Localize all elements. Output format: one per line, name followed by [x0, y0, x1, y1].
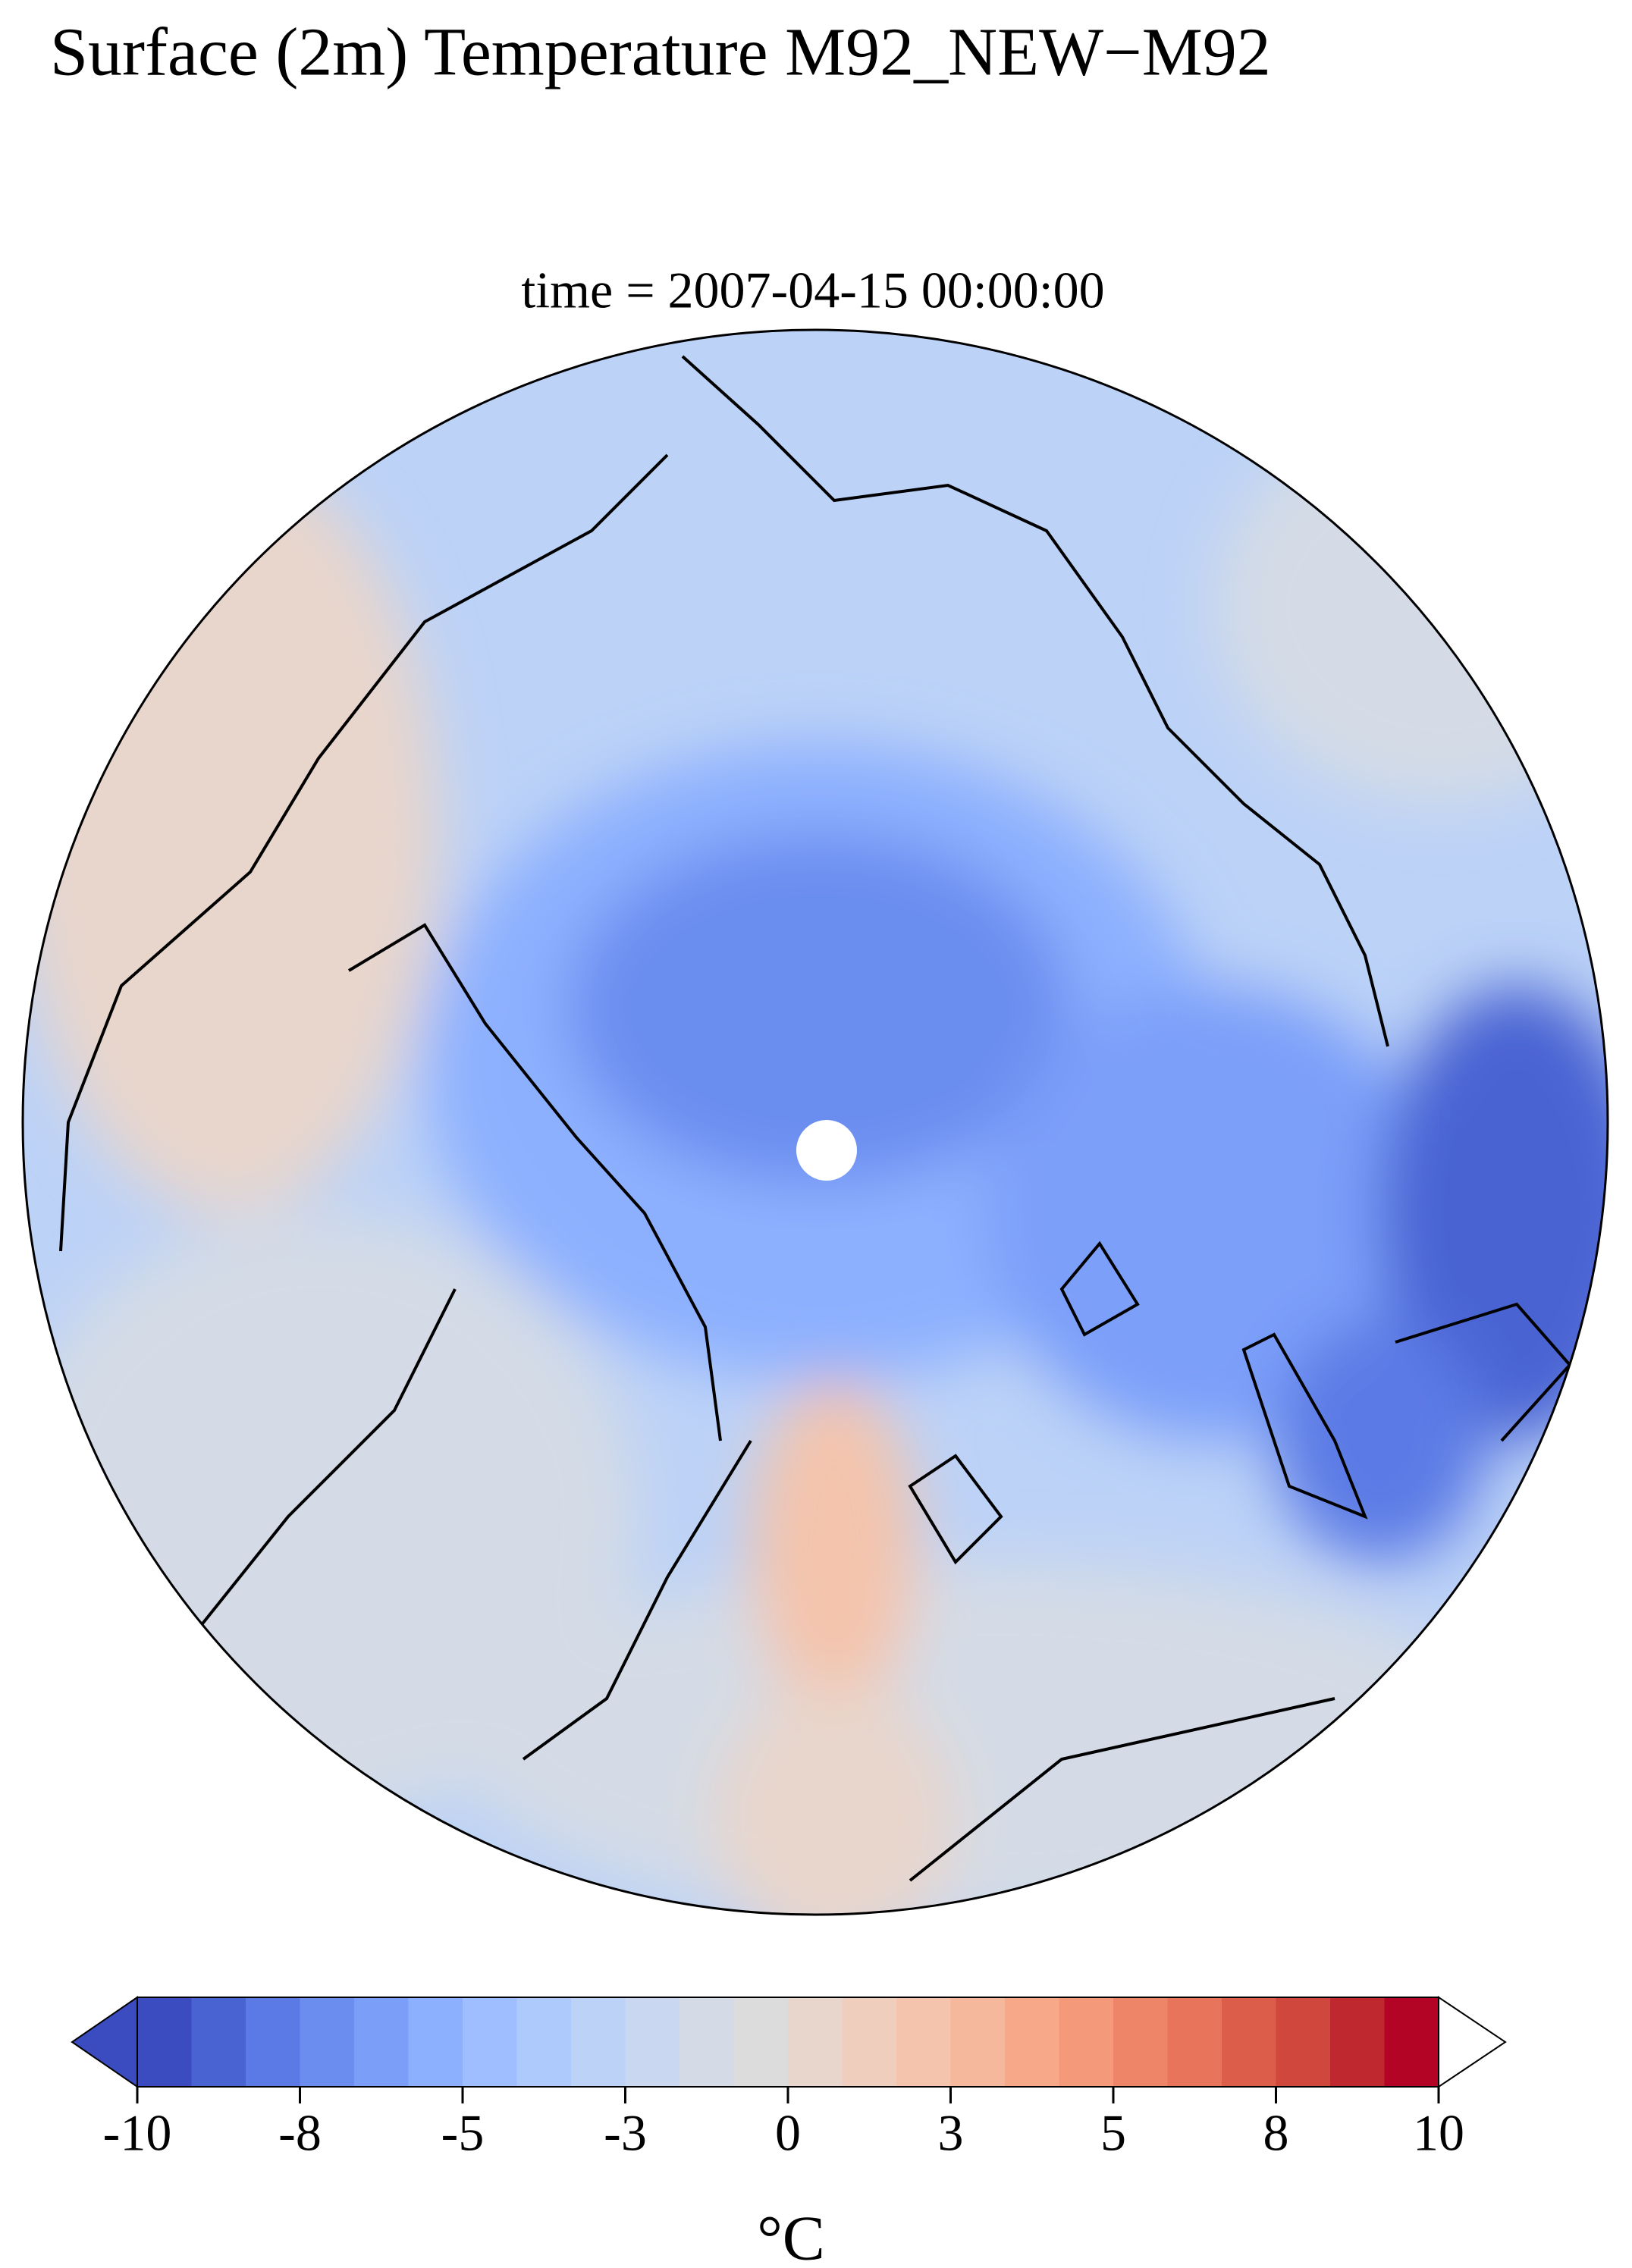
- map-boundary: [21, 328, 1609, 1916]
- colorbar-segment: [733, 1997, 789, 2087]
- colorbar-segment: [1276, 1997, 1331, 2087]
- colorbar-segment: [516, 1997, 572, 2087]
- colorbar-segment: [1113, 1997, 1168, 2087]
- coastlines: [59, 355, 1572, 1882]
- colorbar-tick-label: -3: [604, 2104, 647, 2162]
- colorbar-segment: [625, 1997, 680, 2087]
- colorbar-segment: [842, 1997, 897, 2087]
- colorbar-segment: [896, 1997, 951, 2087]
- colorbar-segment: [1330, 1997, 1385, 2087]
- colorbar-tick-label: 10: [1413, 2104, 1464, 2162]
- colorbar-segment: [300, 1997, 355, 2087]
- title: Surface (2m) Temperature M92_NEW−M92: [50, 15, 1271, 90]
- colorbar-over: [1438, 1996, 1507, 2088]
- colorbar-tick-label: -10: [103, 2104, 172, 2162]
- colorbar-tick-label: 8: [1263, 2104, 1289, 2162]
- subtitle: time = 2007-04-15 00:00:00: [521, 262, 1104, 319]
- colorbar-tick-label: 3: [938, 2104, 964, 2162]
- colorbar-segment: [1222, 1997, 1276, 2087]
- colorbar-segment: [1384, 1997, 1439, 2087]
- colorbar-segment: [246, 1997, 300, 2087]
- colorbar-segment: [408, 1997, 463, 2087]
- colorbar-segment: [463, 1997, 517, 2087]
- colorbar-tick-label: -8: [278, 2104, 322, 2162]
- colorbar-segment: [191, 1997, 246, 2087]
- colorbar-under: [71, 1996, 138, 2088]
- colorbar-tick-label: 0: [775, 2104, 801, 2162]
- colorbar-segment: [788, 1997, 843, 2087]
- colorbar: -10 -8 -5 -3 0 3 5 8 10: [71, 1996, 1507, 2162]
- map-field: [23, 330, 1608, 1915]
- colorbar-segment: [679, 1997, 734, 2087]
- colorbar-label: °C: [757, 2203, 825, 2268]
- colorbar-segment: [1059, 1997, 1114, 2087]
- colorbar-segment: [1167, 1997, 1222, 2087]
- colorbar-segment: [137, 1997, 192, 2087]
- colorbar-segment: [354, 1997, 409, 2087]
- colorbar-tick-label: 5: [1100, 2104, 1126, 2162]
- colorbar-segment: [950, 1997, 1006, 2087]
- colorbar-tick-label: -5: [441, 2104, 485, 2162]
- colorbar-segment: [1005, 1997, 1059, 2087]
- colorbar-segment: [571, 1997, 626, 2087]
